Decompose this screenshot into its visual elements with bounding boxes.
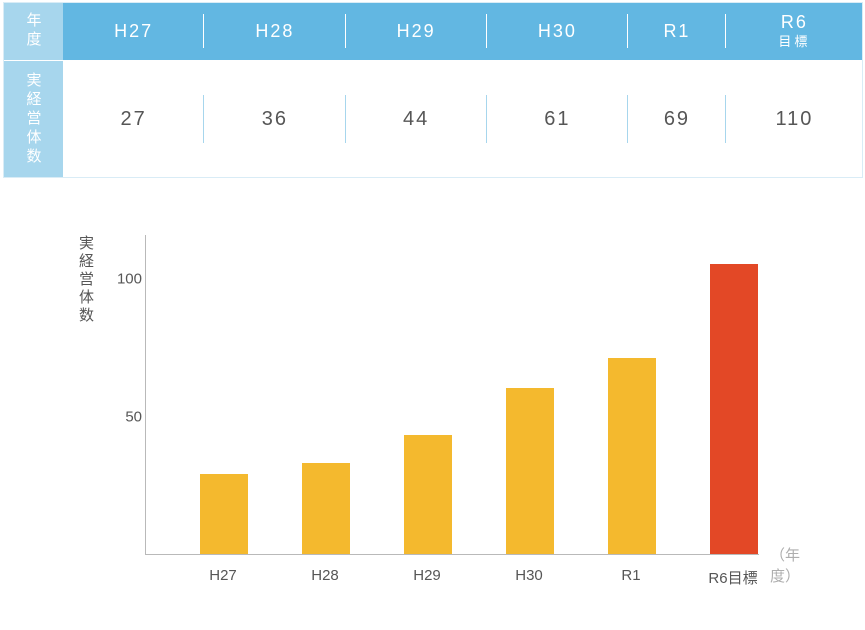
row-head-year: 年度	[3, 2, 63, 60]
col-head-2-label: H29	[397, 21, 436, 41]
ytick-100: 100	[114, 271, 142, 288]
col-head-0: H27	[63, 2, 204, 60]
col-head-5-label: R6	[781, 12, 808, 32]
table-header-row: 年度 H27 H28 H29 H30 R1 R6 目標	[3, 2, 863, 60]
cell-1: 36	[204, 60, 345, 178]
cell-2: 44	[346, 60, 487, 178]
col-head-4: R1	[628, 2, 726, 60]
cell-4: 69	[628, 60, 726, 178]
cell-0: 27	[63, 60, 204, 178]
cell-5: 110	[726, 60, 863, 178]
chart-plot-area	[145, 235, 759, 555]
chart-y-title: 実経営体数	[75, 235, 96, 325]
xlabel-2: H29	[377, 567, 477, 584]
bar-0	[200, 474, 248, 554]
xlabel-4: R1	[581, 567, 681, 584]
bar-chart: 実経営体数 （年度） 50100H27H28H29H30R1R6目標	[80, 235, 800, 605]
col-head-1: H28	[204, 2, 345, 60]
col-head-4-label: R1	[663, 21, 690, 41]
col-head-3-label: H30	[538, 21, 577, 41]
col-head-5: R6 目標	[726, 2, 863, 60]
col-head-5-sub: 目標	[726, 31, 863, 50]
data-table: 年度 H27 H28 H29 H30 R1 R6 目標 実経営体数 27 36 …	[3, 2, 863, 178]
col-head-0-label: H27	[114, 21, 153, 41]
col-head-1-label: H28	[255, 21, 294, 41]
bar-5	[710, 264, 758, 554]
col-head-3: H30	[487, 2, 628, 60]
bar-2	[404, 435, 452, 554]
cell-3: 61	[487, 60, 628, 178]
xlabel-1: H28	[275, 567, 375, 584]
bar-4	[608, 358, 656, 554]
row-head-count: 実経営体数	[3, 60, 63, 178]
bar-3	[506, 388, 554, 554]
xlabel-3: H30	[479, 567, 579, 584]
ytick-50: 50	[114, 409, 142, 426]
xlabel-5: R6目標	[683, 567, 783, 588]
xlabel-0: H27	[173, 567, 273, 584]
bar-1	[302, 463, 350, 554]
table-data-row: 実経営体数 27 36 44 61 69 110	[3, 60, 863, 178]
col-head-2: H29	[346, 2, 487, 60]
